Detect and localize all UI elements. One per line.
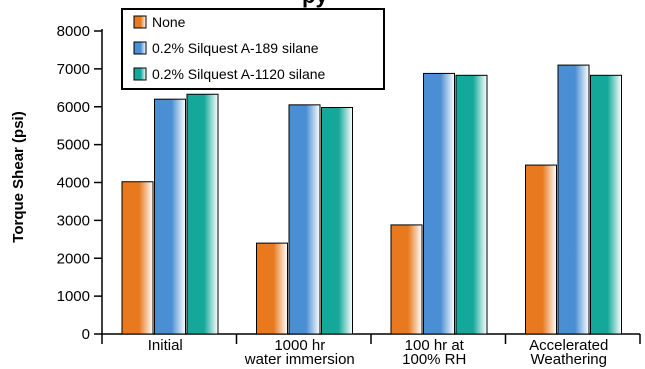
- legend-label: 0.2% Silquest A-1120 silane: [152, 66, 326, 82]
- bar: [390, 224, 423, 335]
- y-tick-label: 3000: [57, 212, 90, 229]
- bar: [186, 93, 219, 335]
- x-tick-label: water immersion: [244, 351, 355, 368]
- y-axis-label: Torque Shear (psi): [10, 111, 27, 242]
- y-tick-label: 5000: [57, 137, 90, 154]
- bar: [557, 64, 590, 335]
- x-tick-label: 100 hr at: [405, 337, 465, 354]
- legend-swatch: [133, 67, 147, 81]
- bar: [321, 107, 353, 335]
- x-tick-label: 1000 hr: [274, 337, 325, 354]
- y-tick-label: 6000: [57, 99, 90, 116]
- legend-label: None: [152, 14, 186, 30]
- bar: [455, 74, 488, 335]
- legend-swatch: [133, 15, 147, 29]
- x-tick-label: 100% RH: [402, 351, 466, 368]
- bar: [525, 164, 557, 335]
- x-tick-label: Accelerated: [529, 337, 608, 354]
- x-tick-label: Initial: [148, 337, 183, 354]
- legend-swatch: [133, 41, 147, 55]
- bar: [288, 104, 321, 335]
- y-tick-label: 1000: [57, 288, 90, 305]
- chart-title-fragment: py: [302, 0, 328, 8]
- bars: [121, 64, 622, 335]
- y-tick-label: 0: [82, 326, 90, 343]
- legend-label: 0.2% Silquest A-189 silane: [152, 40, 319, 56]
- x-tick-label: Weathering: [531, 351, 607, 368]
- y-tick-label: 8000: [57, 23, 90, 40]
- y-tick-label: 7000: [57, 61, 90, 78]
- bar: [121, 181, 154, 335]
- bar: [256, 242, 288, 335]
- bar: [590, 74, 622, 335]
- bar: [423, 72, 455, 335]
- y-tick-label: 2000: [57, 250, 90, 267]
- y-tick-label: 4000: [57, 175, 90, 192]
- legend: None 0.2% Silquest A-189 silane 0.2% Silqu…: [121, 8, 385, 90]
- y-axis: 0 1000 2000 3000 4000 5000 6000 7000 8000: [57, 23, 103, 343]
- legend-box: [121, 8, 385, 90]
- bar: [154, 98, 186, 335]
